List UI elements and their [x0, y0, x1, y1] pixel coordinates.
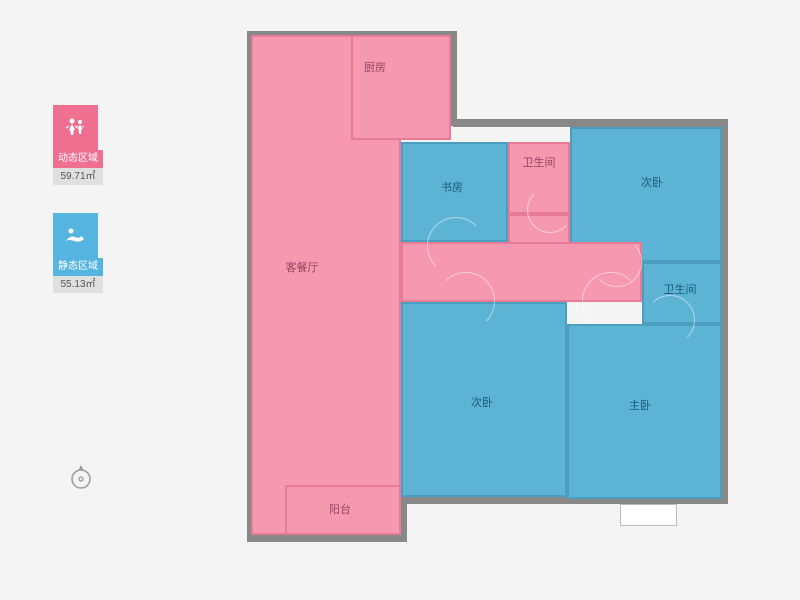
static-zone-icon: [53, 213, 98, 258]
legend-static: 静态区域 55.13㎡: [53, 213, 109, 293]
legend-static-value: 55.13㎡: [53, 276, 103, 293]
room-label-kitchen: 厨房: [364, 59, 386, 75]
room-label-bed2b: 次卧: [471, 394, 493, 410]
wall-outer-bottom1: [247, 535, 407, 542]
legend-dynamic-value: 59.71㎡: [53, 168, 103, 185]
wall-outer-topstep: [450, 31, 457, 126]
legend-dynamic: 动态区域 59.71㎡: [53, 105, 109, 185]
dynamic-zone-icon: [53, 105, 98, 150]
legend-dynamic-title: 动态区域: [53, 150, 103, 168]
room-label-study: 书房: [441, 179, 463, 195]
room-label-bath2: 卫生间: [664, 281, 697, 297]
legend-static-title: 静态区域: [53, 258, 103, 276]
floorplan: 客餐厅厨房阳台书房卫生间次卧卫生间次卧主卧: [237, 17, 732, 577]
room-label-balcony: 阳台: [329, 501, 351, 517]
wall-outer-right1: [721, 119, 728, 504]
wall-outer-top2: [453, 119, 728, 127]
room-label-bed2a: 次卧: [641, 174, 663, 190]
room-label-living: 客餐厅: [286, 259, 319, 275]
window-notch: [620, 504, 677, 526]
room-label-master: 主卧: [629, 397, 651, 413]
legend: 动态区域 59.71㎡ 静态区域 55.13㎡: [53, 105, 109, 321]
compass-icon: [67, 463, 95, 491]
wall-outer-bottomstep: [400, 497, 407, 541]
room-kitchen: [351, 35, 451, 140]
room-label-bath1: 卫生间: [523, 154, 556, 170]
